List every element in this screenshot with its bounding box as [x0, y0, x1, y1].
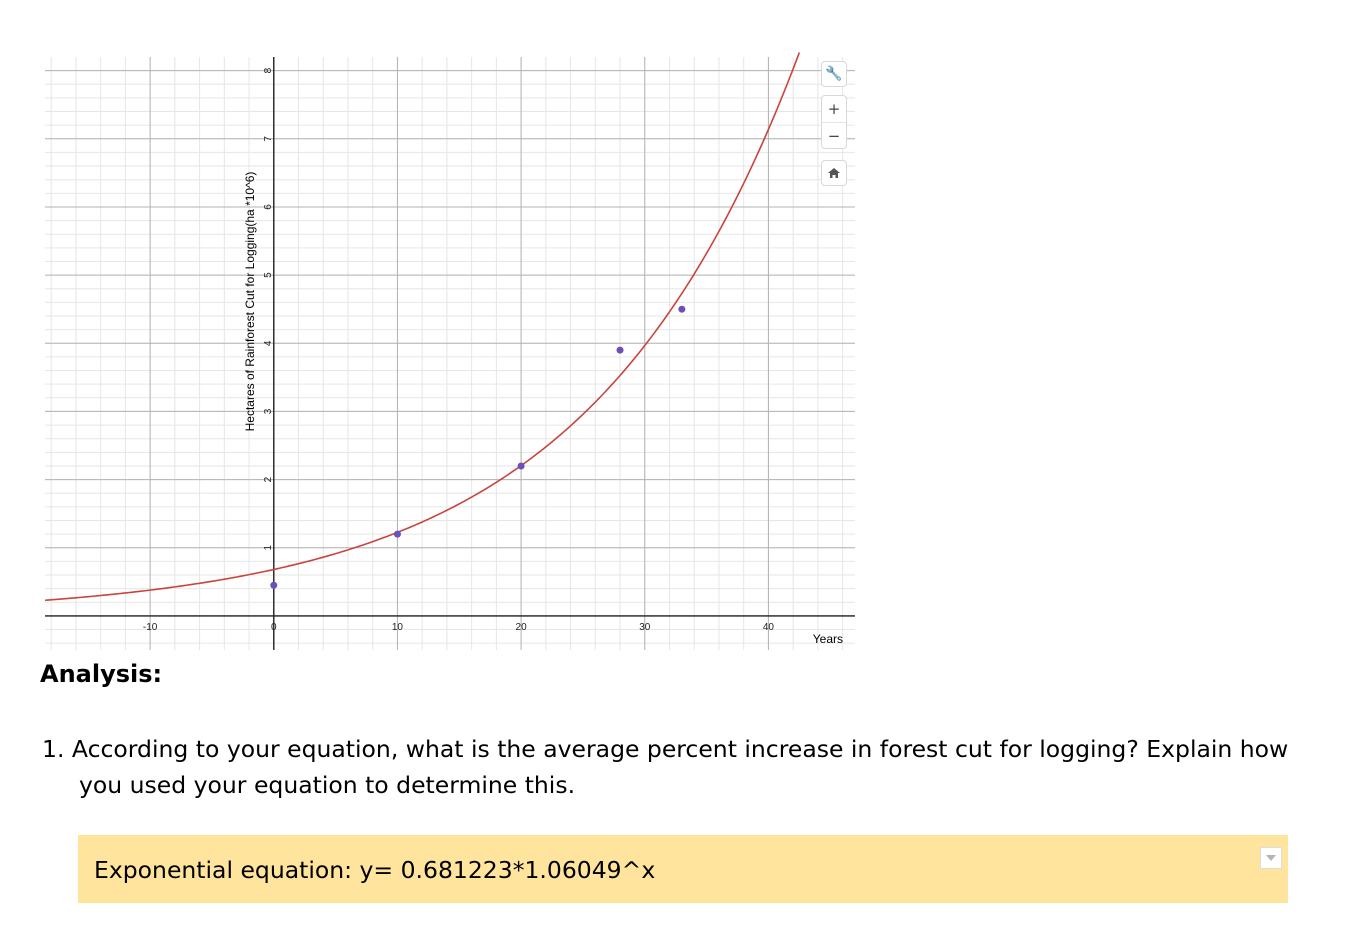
data-point	[393, 530, 401, 538]
chevron-down-icon	[1266, 855, 1276, 861]
wrench-icon: 🔧	[825, 66, 843, 82]
data-point	[270, 581, 278, 589]
y-tick-label: 2	[263, 476, 274, 482]
y-tick-label: 7	[263, 136, 274, 142]
zoom-in-button[interactable]: +	[827, 100, 841, 118]
graph-panel[interactable]: -10 0 10 20 30 40 1 2 3 4 5 6 7 8 Years Hectares of Rai…	[45, 45, 855, 650]
question-number: 1.	[42, 735, 65, 763]
settings-button[interactable]: 🔧	[821, 61, 847, 87]
y-tick-label: 6	[263, 204, 274, 210]
question-1: 1. According to your equation, what is t…	[42, 731, 1332, 803]
regression-curve	[45, 52, 801, 602]
graph-canvas[interactable]: -10 0 10 20 30 40 1 2 3 4 5 6 7 8 Years Hectares of Rai…	[45, 45, 855, 650]
question-text-line2: you used your equation to determine this…	[79, 771, 576, 799]
analysis-heading: Analysis:	[40, 660, 163, 688]
x-tick-label: 40	[763, 622, 775, 633]
zoom-controls: + −	[821, 95, 847, 149]
x-tick-label: 0	[271, 622, 277, 633]
home-icon	[828, 168, 840, 178]
x-tick-label: 20	[516, 622, 528, 633]
y-tick-label: 1	[263, 545, 274, 551]
y-tick-label: 3	[263, 408, 274, 414]
data-point	[616, 346, 624, 354]
y-tick-label: 5	[263, 272, 274, 278]
x-tick-label: -10	[143, 622, 158, 633]
x-axis-title: Years	[813, 632, 843, 646]
x-tick-label: 30	[639, 622, 651, 633]
dropdown-button[interactable]	[1260, 847, 1282, 869]
question-text-line1: According to your equation, what is the …	[71, 735, 1289, 763]
data-point	[678, 305, 686, 313]
answer-box[interactable]: Exponential equation: y= 0.681223*1.0604…	[78, 835, 1288, 903]
y-tick-label: 8	[263, 67, 274, 73]
x-tick-label: 10	[392, 622, 404, 633]
home-button[interactable]	[821, 160, 847, 186]
y-tick-label: 4	[263, 340, 274, 346]
data-point	[517, 462, 525, 470]
y-axis-title: Hectares of Rainforest Cut for Logging(h…	[243, 172, 257, 432]
answer-text[interactable]: Exponential equation: y= 0.681223*1.0604…	[94, 856, 656, 884]
zoom-out-button[interactable]: −	[822, 122, 846, 149]
